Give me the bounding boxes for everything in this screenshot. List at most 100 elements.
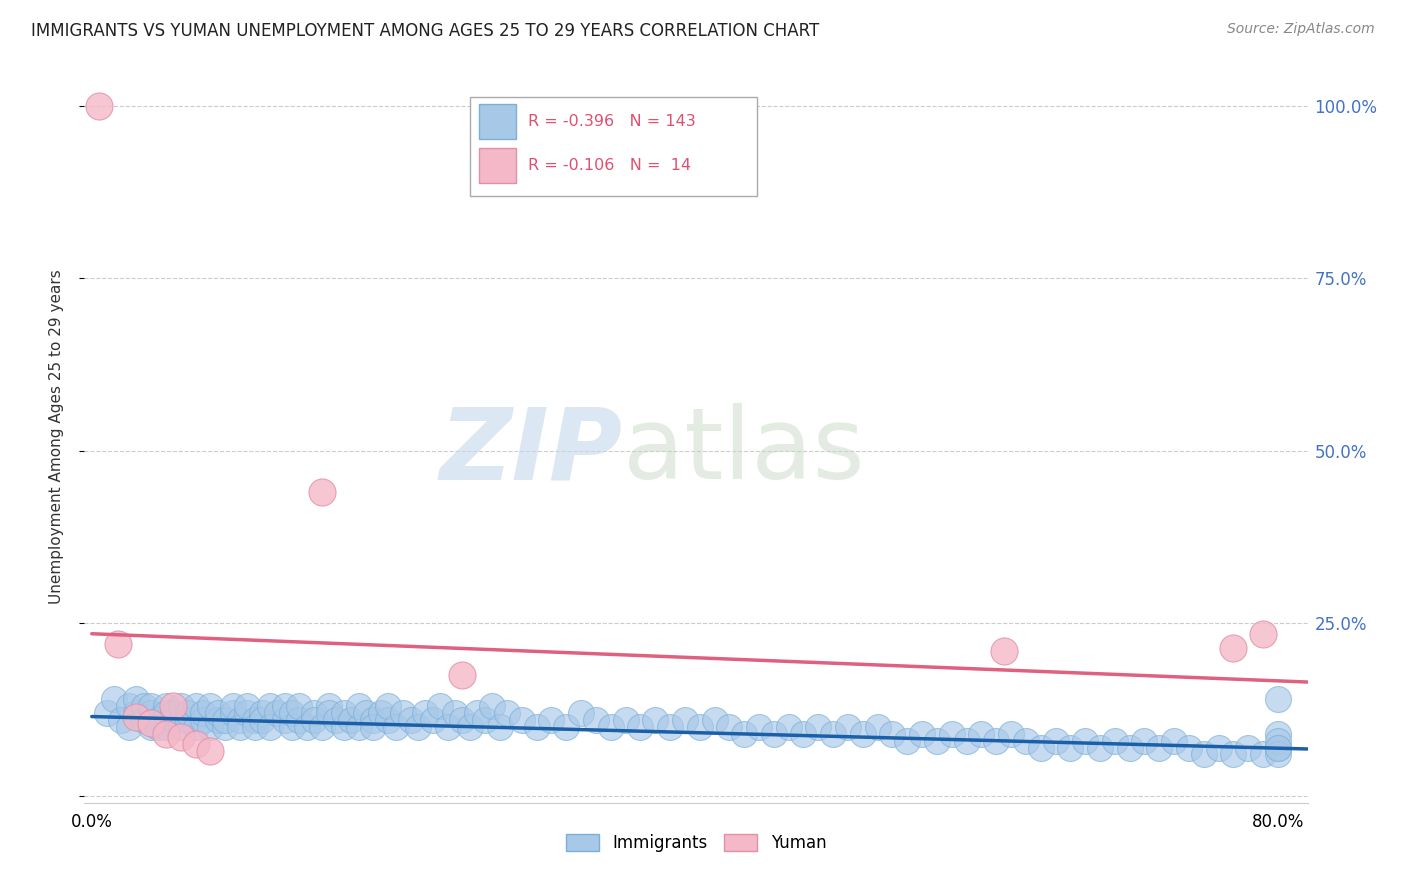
Legend: Immigrants, Yuman: Immigrants, Yuman: [557, 825, 835, 860]
Point: [132, 699, 155, 714]
Point: [155, 706, 177, 720]
Text: R = -0.396   N = 143: R = -0.396 N = 143: [529, 114, 696, 129]
Point: [333, 720, 356, 734]
Point: [451, 668, 474, 682]
Point: [1222, 640, 1244, 655]
Point: [673, 713, 696, 727]
Point: [347, 720, 370, 734]
Point: [465, 706, 488, 720]
Point: [162, 706, 184, 720]
Point: [896, 733, 918, 747]
Point: [993, 644, 1015, 658]
Point: [1192, 747, 1215, 762]
Point: [1029, 740, 1052, 755]
Point: [207, 713, 229, 727]
Point: [236, 706, 259, 720]
Text: ZIP: ZIP: [440, 403, 623, 500]
Point: [96, 706, 118, 720]
Point: [325, 713, 347, 727]
Point: [266, 706, 288, 720]
Point: [1104, 733, 1126, 747]
Point: [243, 713, 266, 727]
Point: [148, 713, 170, 727]
Point: [823, 727, 845, 741]
Point: [118, 720, 141, 734]
FancyBboxPatch shape: [470, 97, 758, 195]
Point: [689, 720, 711, 734]
Point: [259, 699, 281, 714]
Point: [458, 720, 481, 734]
Point: [221, 699, 243, 714]
Point: [1267, 747, 1289, 762]
Point: [184, 737, 207, 751]
Point: [302, 713, 325, 727]
Point: [288, 713, 311, 727]
Point: [184, 720, 207, 734]
Point: [599, 720, 621, 734]
Point: [384, 720, 406, 734]
Point: [302, 706, 325, 720]
Point: [281, 706, 304, 720]
Point: [155, 727, 177, 741]
Point: [585, 713, 607, 727]
Point: [89, 99, 111, 113]
Point: [474, 713, 496, 727]
Y-axis label: Unemployment Among Ages 25 to 29 years: Unemployment Among Ages 25 to 29 years: [49, 269, 63, 605]
Point: [1133, 733, 1156, 747]
Point: [481, 699, 503, 714]
Text: Source: ZipAtlas.com: Source: ZipAtlas.com: [1227, 22, 1375, 37]
Point: [311, 720, 333, 734]
Point: [1088, 740, 1111, 755]
Point: [733, 727, 755, 741]
Point: [444, 706, 467, 720]
Point: [107, 637, 129, 651]
Text: R = -0.106   N =  14: R = -0.106 N = 14: [529, 158, 692, 173]
Text: atlas: atlas: [623, 403, 865, 500]
Point: [125, 692, 148, 706]
Point: [200, 699, 222, 714]
Point: [214, 720, 236, 734]
Point: [214, 713, 236, 727]
Point: [139, 699, 162, 714]
Point: [295, 720, 318, 734]
Point: [200, 720, 222, 734]
Point: [170, 699, 193, 714]
Point: [354, 706, 377, 720]
Point: [252, 706, 274, 720]
Point: [1059, 740, 1081, 755]
Point: [177, 706, 200, 720]
Point: [955, 733, 977, 747]
Point: [139, 720, 162, 734]
Point: [139, 716, 162, 731]
Point: [540, 713, 562, 727]
Point: [155, 720, 177, 734]
Point: [281, 720, 304, 734]
Point: [236, 699, 259, 714]
Point: [852, 727, 875, 741]
Point: [406, 720, 429, 734]
Point: [229, 713, 252, 727]
Point: [807, 720, 830, 734]
Text: IMMIGRANTS VS YUMAN UNEMPLOYMENT AMONG AGES 25 TO 29 YEARS CORRELATION CHART: IMMIGRANTS VS YUMAN UNEMPLOYMENT AMONG A…: [31, 22, 820, 40]
Point: [392, 706, 415, 720]
Point: [155, 699, 177, 714]
Point: [170, 731, 193, 745]
Point: [510, 713, 533, 727]
Point: [748, 720, 770, 734]
Point: [925, 733, 948, 747]
Point: [132, 713, 155, 727]
Point: [970, 727, 993, 741]
Point: [1251, 626, 1274, 640]
Point: [162, 699, 184, 714]
Point: [762, 727, 785, 741]
Point: [911, 727, 934, 741]
Point: [340, 713, 363, 727]
Point: [229, 720, 252, 734]
Point: [347, 699, 370, 714]
Point: [1267, 727, 1289, 741]
Point: [644, 713, 666, 727]
Point: [273, 699, 295, 714]
Point: [318, 706, 340, 720]
Point: [703, 713, 725, 727]
Point: [370, 706, 392, 720]
